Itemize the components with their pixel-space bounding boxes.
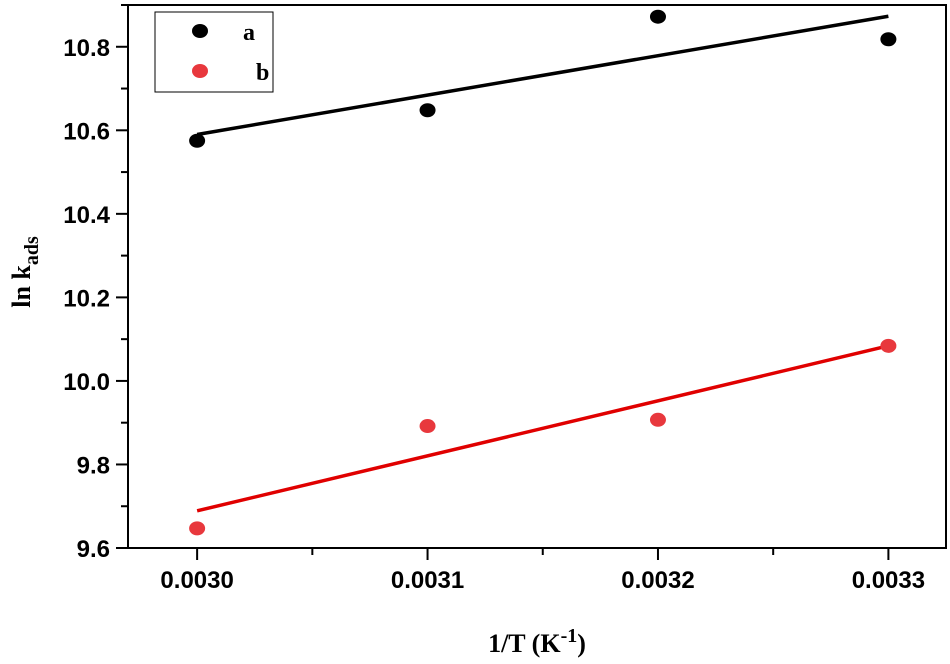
x-axis-title: 1/T (K-1) [488, 625, 586, 658]
y-axis-title: ln kads [7, 236, 43, 308]
data-point-b [419, 419, 436, 434]
data-point-b [880, 338, 897, 353]
data-point-a [649, 9, 666, 24]
data-point-a [880, 32, 897, 47]
x-tick-label: 0.0033 [852, 567, 925, 594]
x-tick-label: 0.0032 [621, 567, 694, 594]
plot-frame [127, 4, 947, 549]
y-axis-title-main: ln k [7, 265, 36, 308]
data-point-b [649, 412, 666, 427]
axes: 0.0030 0.0031 0.0032 0.0033 9.6 9.8 10.0 10.2 10… [63, 4, 925, 594]
data-points [189, 9, 897, 536]
x-axis-title-close: ) [577, 629, 586, 658]
legend-label-b: b [256, 60, 269, 86]
legend: a b [154, 11, 274, 93]
y-tick-label: 10.0 [63, 369, 110, 396]
plot-area [127, 4, 947, 549]
y-tick-label: 10.4 [63, 202, 110, 229]
data-point-a [419, 103, 436, 118]
y-axis-title-sub: ads [21, 236, 43, 265]
legend-box [154, 11, 274, 93]
x-tick-label: 0.0031 [391, 567, 464, 594]
y-tick-label: 9.8 [77, 452, 110, 479]
y-tick-label: 10.2 [63, 285, 110, 312]
y-tick-label: 9.6 [77, 536, 110, 563]
x-axis-title-sup: -1 [561, 625, 578, 647]
data-point-b [189, 521, 206, 536]
y-tick-label: 10.8 [63, 35, 110, 62]
fit-line-b [196, 344, 889, 513]
x-tick-label: 0.0030 [160, 567, 233, 594]
legend-marker-a [192, 24, 208, 38]
x-axis-title-main: 1/T (K [488, 629, 561, 658]
legend-marker-b [192, 64, 208, 78]
y-tick-label: 10.6 [63, 118, 110, 145]
fit-lines [196, 14, 889, 513]
data-point-a [189, 133, 206, 148]
fit-line-a [196, 14, 889, 137]
legend-label-a: a [243, 20, 255, 46]
